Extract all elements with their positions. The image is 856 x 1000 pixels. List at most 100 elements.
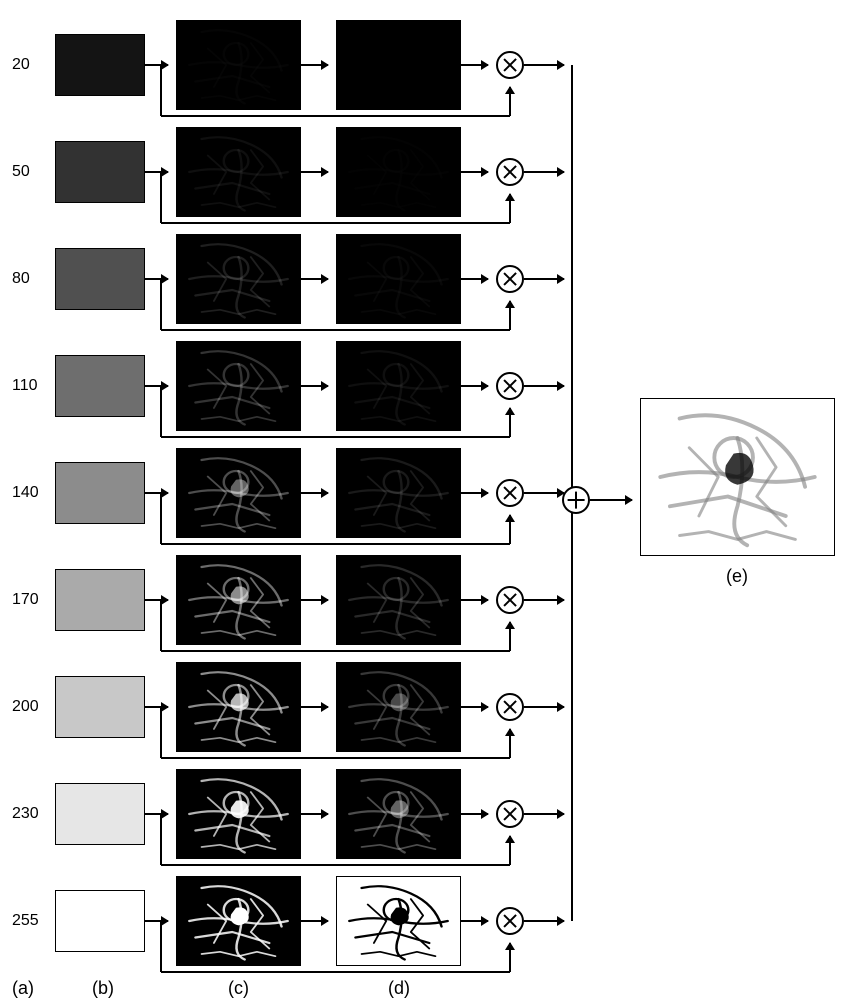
line [161,329,511,331]
row-label: 50 [12,163,30,181]
col-label-c: (c) [228,978,249,999]
arrow [301,813,328,815]
arrow [461,64,488,66]
thumb-c [176,876,301,966]
threshold-swatch [55,676,145,738]
arrow [524,599,564,601]
arrow [524,64,564,66]
arrow [461,385,488,387]
thumb-c [176,341,301,431]
multiply-op [496,265,524,293]
row-label: 200 [12,698,39,716]
arrow [301,171,328,173]
thumb-c [176,127,301,217]
threshold-swatch [55,34,145,96]
line [160,386,162,437]
threshold-swatch [55,569,145,631]
arrow [301,385,328,387]
arrow [509,836,511,865]
arrow [145,599,168,601]
thumb-d [336,448,461,538]
arrow [145,813,168,815]
threshold-swatch [55,248,145,310]
multiply-op [496,586,524,614]
arrow [509,408,511,437]
line [160,65,162,116]
arrow [461,599,488,601]
line [160,172,162,223]
arrow [301,278,328,280]
row-label: 110 [12,377,38,395]
threshold-swatch [55,462,145,524]
col-label-b: (b) [92,978,114,999]
arrow [301,920,328,922]
line [161,864,511,866]
thumb-c [176,234,301,324]
arrow [145,920,168,922]
arrow [524,920,564,922]
arrow [509,943,511,972]
arrow [145,385,168,387]
row-label: 20 [12,56,30,74]
arrow [524,278,564,280]
arrow [524,385,564,387]
arrow [461,920,488,922]
threshold-swatch [55,355,145,417]
col-label-e: (e) [726,566,748,587]
arrow [145,492,168,494]
line [161,650,511,652]
arrow [461,278,488,280]
line [161,222,511,224]
arrow [301,599,328,601]
row-label: 80 [12,270,30,288]
thumb-c [176,662,301,752]
thumb-d [336,20,461,110]
arrow [461,706,488,708]
row-label: 230 [12,805,39,823]
line [160,707,162,758]
arrow [590,499,632,501]
thumb-d [336,234,461,324]
arrow [145,706,168,708]
line [160,600,162,651]
thumb-d [336,876,461,966]
arrow [301,64,328,66]
arrow [145,64,168,66]
multiply-op [496,800,524,828]
arrow [524,492,564,494]
multiply-op [496,158,524,186]
thumb-c [176,448,301,538]
arrow [145,171,168,173]
thumb-d [336,341,461,431]
thumb-c [176,555,301,645]
arrow [524,813,564,815]
arrow [301,492,328,494]
arrow [509,622,511,651]
line [161,115,511,117]
line [160,493,162,544]
line [161,971,511,973]
arrow [524,171,564,173]
line [161,757,511,759]
threshold-swatch [55,783,145,845]
col-label-d: (d) [388,978,410,999]
line [161,436,511,438]
row-label: 140 [12,484,39,502]
multiply-op [496,372,524,400]
arrow [509,87,511,116]
arrow [509,729,511,758]
thumb-d [336,127,461,217]
arrow [509,194,511,223]
thumb-d [336,555,461,645]
col-label-a: (a) [12,978,34,999]
thumb-c [176,20,301,110]
arrow [301,706,328,708]
row-label: 170 [12,591,39,609]
threshold-swatch [55,141,145,203]
line [160,814,162,865]
arrow [509,515,511,544]
multiply-op [496,693,524,721]
arrow [461,813,488,815]
line [161,543,511,545]
arrow [145,278,168,280]
